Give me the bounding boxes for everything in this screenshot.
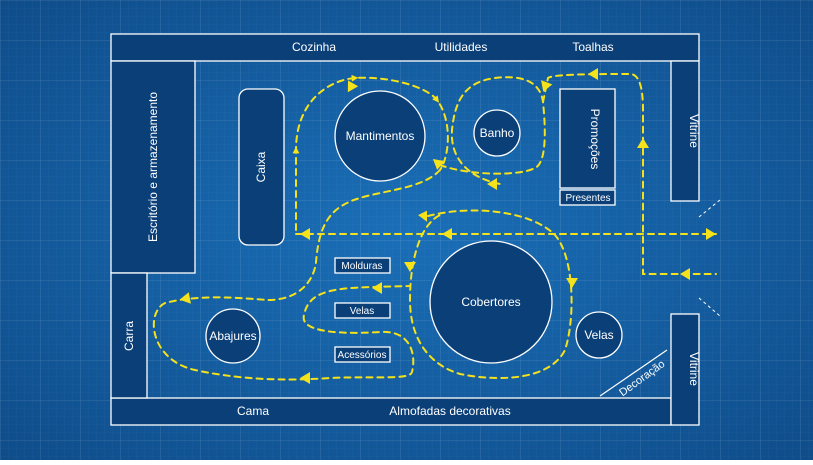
office-storage-block	[110, 60, 196, 274]
label-bed: Cama	[237, 404, 269, 418]
path-segment-bath-loop	[439, 76, 546, 185]
decoration-shelf	[599, 349, 668, 397]
path-segment-right-aisle	[542, 72, 717, 275]
label-vitrine-top: Vitrine	[687, 114, 701, 148]
label-gifts: Presentes	[565, 193, 610, 204]
label-candles-rect: Velas	[350, 306, 374, 317]
bath-table	[473, 109, 521, 157]
car-block	[110, 272, 148, 399]
path-arrow-15	[179, 292, 191, 304]
path-segment-blankets-loop	[408, 209, 573, 379]
gifts-tag	[559, 189, 616, 206]
path-arrows	[179, 68, 716, 384]
path-arrow-16	[487, 178, 497, 190]
label-towels: Toalhas	[572, 40, 613, 54]
vitrine-top-block	[670, 60, 700, 202]
path-segment-main	[292, 74, 449, 231]
path-segment-groceries-return	[152, 169, 441, 381]
checkout-counter	[238, 88, 285, 246]
frames-tag	[334, 257, 391, 274]
lamps-table	[205, 308, 261, 364]
path-arrow-11	[566, 278, 578, 288]
path-arrow-1	[347, 80, 359, 93]
door-swing-bottom	[698, 297, 721, 317]
path-arrow-4	[588, 68, 598, 80]
path-arrow-13	[372, 282, 382, 294]
path-arrow-14	[300, 372, 310, 384]
label-car: Carra	[122, 321, 136, 351]
path-arrow-2	[432, 159, 445, 170]
path-arrow-8	[300, 228, 310, 240]
path-arrow-6	[706, 228, 716, 240]
candles-round-table	[575, 311, 623, 359]
label-bath: Banho	[480, 126, 515, 140]
label-checkout: Caixa	[254, 151, 268, 182]
label-lamps: Abajures	[209, 329, 256, 343]
label-decorative-pillows: Almofadas decorativas	[389, 404, 510, 418]
label-frames: Molduras	[341, 261, 382, 272]
label-vitrine-bottom: Vitrine	[687, 352, 701, 386]
door-swing-top	[698, 199, 721, 218]
path-arrow-3	[541, 80, 553, 92]
path-arrow-10	[418, 210, 428, 222]
label-accessories: Acessórios	[338, 350, 387, 361]
promotions-shelf	[559, 88, 616, 189]
label-candles-round: Velas	[584, 328, 613, 342]
door-swings	[698, 199, 721, 317]
accessories-tag	[334, 346, 391, 363]
blankets-table	[429, 240, 553, 364]
label-office-storage: Escritório e armazenamento	[146, 92, 160, 242]
path-arrow-12	[404, 262, 416, 272]
label-kitchen: Cozinha	[292, 40, 336, 54]
vitrine-bottom-block	[670, 313, 700, 426]
label-utilities: Utilidades	[435, 40, 488, 54]
path-arrow-7	[680, 268, 690, 280]
path-arrow-9	[442, 228, 452, 240]
customer-path	[152, 72, 717, 381]
label-groceries: Mantimentos	[346, 129, 415, 143]
label-promotions: Promoções	[588, 109, 602, 170]
top-wall	[110, 33, 700, 62]
candles-tag	[334, 302, 391, 319]
label-blankets: Cobertores	[461, 295, 520, 309]
path-arrow-5	[637, 138, 649, 148]
